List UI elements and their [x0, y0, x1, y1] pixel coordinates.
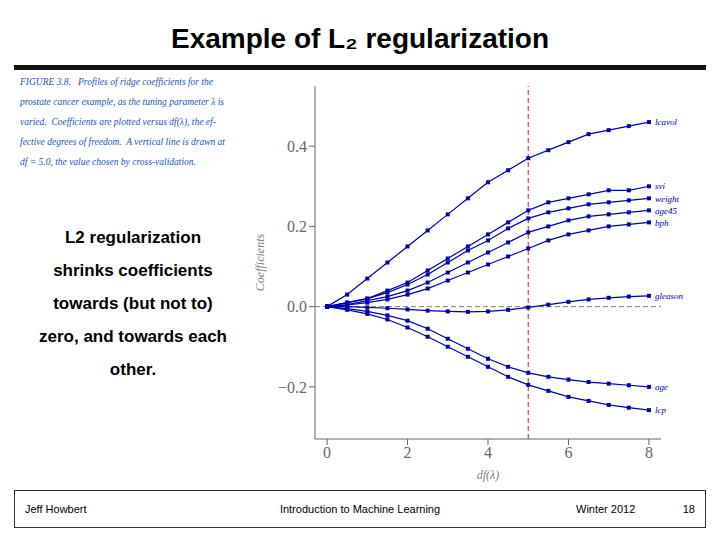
svg-text:0.4: 0.4	[287, 138, 307, 155]
html-text:varied. Coefficients are plott: varied. Coefficients are plotted versus …	[20, 117, 216, 127]
html-text:shrinks coefficients: shrinks coefficients	[53, 261, 213, 280]
svg-text:−0.2: −0.2	[278, 379, 307, 396]
svg-text:gleason: gleason	[655, 291, 683, 301]
html-text:Jeff Howbert: Jeff Howbert	[25, 503, 87, 515]
svg-text:0.0: 0.0	[287, 298, 307, 315]
html-text:Example of L₂ regularization: Example of L₂ regularization	[171, 23, 549, 54]
svg-text:weight: weight	[655, 194, 679, 204]
html-text:Introduction to Machine Learni: Introduction to Machine Learning	[279, 503, 441, 515]
html-text:df = 5.0, the value chosen by: df = 5.0, the value chosen by cross-vali…	[20, 157, 196, 167]
html-text:other.: other.	[109, 360, 157, 379]
svg-text:4: 4	[484, 444, 492, 461]
svg-text:2: 2	[404, 444, 412, 461]
svg-text:6: 6	[564, 444, 572, 461]
svg-text:bph: bph	[655, 218, 669, 228]
html-text:fective degrees of freedom. A: fective degrees of freedom. A vertical l…	[20, 137, 225, 147]
html-text:L2 regularization: L2 regularization	[65, 228, 201, 247]
svg-text:Coefficients: Coefficients	[253, 234, 267, 292]
html-text:towards (but not to): towards (but not to)	[53, 294, 213, 313]
svg-text:age45: age45	[655, 206, 677, 216]
html-text:18: 18	[682, 503, 695, 515]
svg-text:8: 8	[645, 444, 653, 461]
html-text:FIGURE 3.8. Profiles of ridge: FIGURE 3.8. Profiles of ridge coefficien…	[20, 77, 213, 87]
svg-text:lcp: lcp	[655, 405, 666, 415]
svg-text:svi: svi	[655, 181, 665, 191]
html-text:prostate cancer example, as th: prostate cancer example, as the tuning p…	[20, 97, 224, 107]
html-text:Winter 2012: Winter 2012	[576, 503, 636, 515]
svg-text:0.2: 0.2	[287, 218, 307, 235]
svg-text:lcavol: lcavol	[655, 117, 677, 127]
svg-text:age: age	[655, 382, 668, 392]
svg-text:0: 0	[323, 444, 331, 461]
html-text:zero, and towards each: zero, and towards each	[39, 327, 227, 346]
svg-text:df(λ): df(λ)	[477, 468, 500, 482]
